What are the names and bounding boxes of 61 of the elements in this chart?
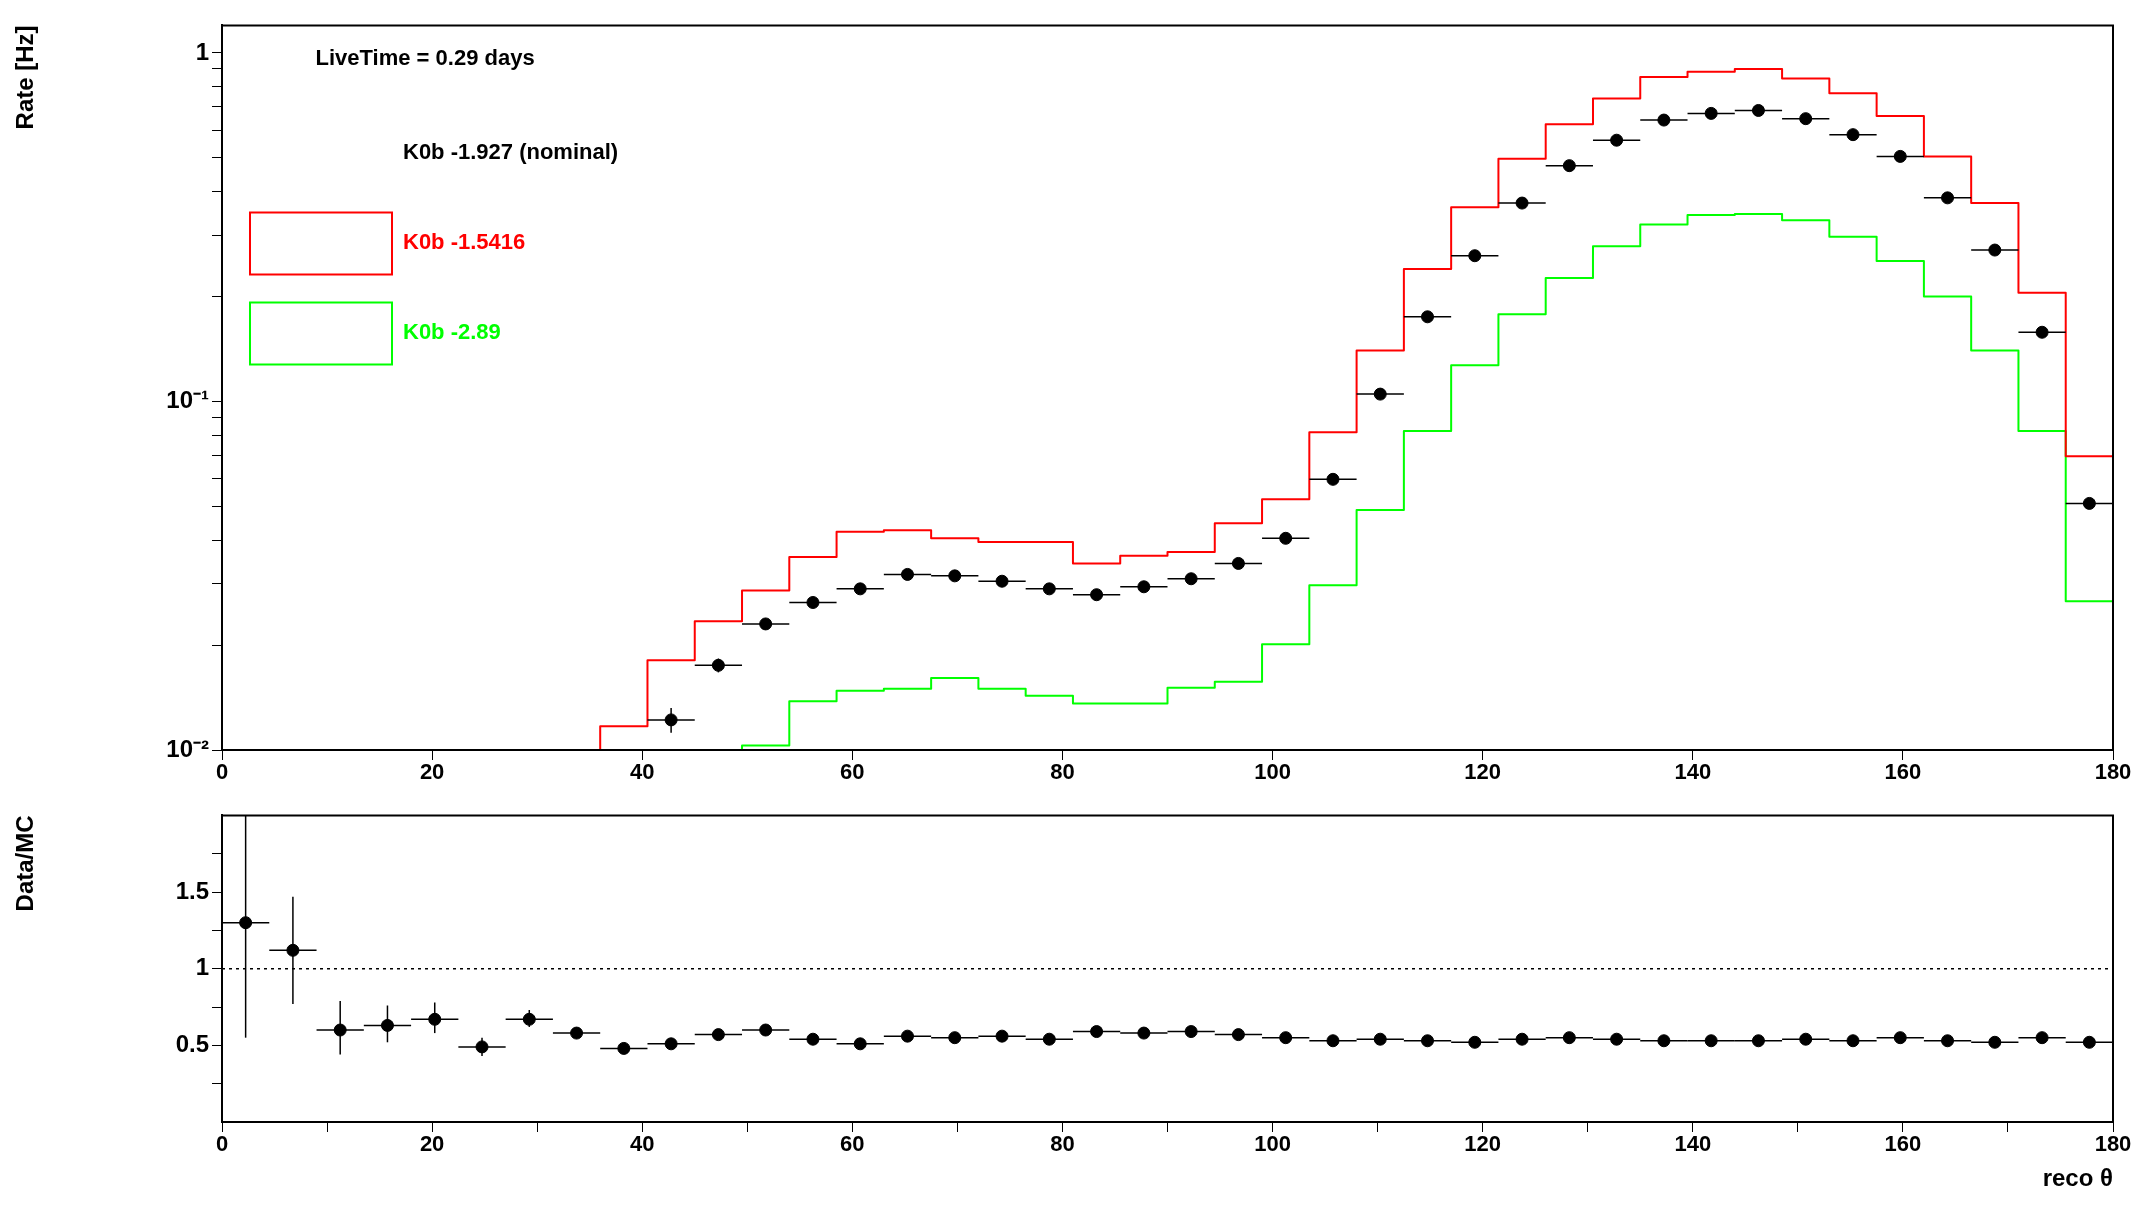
x-tick-label: 160 xyxy=(1884,1131,1922,1157)
text: K0b -1.5416 xyxy=(403,229,526,255)
x-tick-label: 160 xyxy=(1884,759,1922,785)
point xyxy=(1090,1025,1104,1039)
x-axis-title: reco θ xyxy=(2042,1164,2113,1192)
text: K0b -1.927 (nominal) xyxy=(403,139,619,165)
point xyxy=(1893,149,1907,163)
text: K0b -2.89 xyxy=(403,319,501,345)
x-tick-label: 60 xyxy=(840,1131,865,1157)
point xyxy=(1988,1035,2002,1049)
y-tick-label: 0.5 xyxy=(175,1029,209,1057)
point xyxy=(1231,556,1245,570)
x-tick-label: 140 xyxy=(1674,1131,1712,1157)
x-tick-label: 0 xyxy=(215,759,229,785)
point xyxy=(948,1031,962,1045)
point xyxy=(1231,1028,1245,1042)
point xyxy=(1279,1031,1293,1045)
x-tick-label: 120 xyxy=(1464,759,1502,785)
y-axis-title: Rate [Hz] xyxy=(11,25,39,130)
legend-title: LiveTime = 0.29 days xyxy=(315,45,535,71)
point xyxy=(1562,1031,1576,1045)
x-tick-label: 0 xyxy=(215,1131,229,1157)
point xyxy=(711,1028,725,1042)
point xyxy=(900,567,914,581)
y-tick-label: 1 xyxy=(195,953,209,981)
point xyxy=(2035,325,2049,339)
point xyxy=(2082,1035,2096,1049)
x-tick-label: 80 xyxy=(1050,1131,1075,1157)
x-tick-label: 60 xyxy=(840,759,865,785)
point xyxy=(1184,1025,1198,1039)
point xyxy=(1090,588,1104,602)
x-tick-label: 180 xyxy=(2094,759,2132,785)
x-tick-label: 180 xyxy=(2094,1131,2132,1157)
x-tick-label: 120 xyxy=(1464,1131,1502,1157)
x-tick-label: 40 xyxy=(629,1131,655,1157)
point xyxy=(1468,1035,1482,1049)
point xyxy=(2082,496,2096,510)
point xyxy=(1468,249,1482,263)
y-tick-label: 1.5 xyxy=(175,876,209,904)
x-tick-label: 100 xyxy=(1254,1131,1291,1157)
y-tick-label: 10⁻² xyxy=(166,734,210,762)
x-tick-label: 80 xyxy=(1050,759,1075,785)
point xyxy=(1846,128,1860,142)
y-axis-title: Data/MC xyxy=(11,815,39,912)
x-tick-label: 140 xyxy=(1674,759,1712,785)
point xyxy=(1562,159,1576,173)
x-tick-label: 40 xyxy=(629,759,655,785)
point xyxy=(806,596,820,609)
point xyxy=(1279,531,1293,545)
y-tick-label: 10⁻¹ xyxy=(166,386,210,414)
x-tick-label: 100 xyxy=(1254,759,1291,785)
point xyxy=(1326,472,1340,486)
y-tick-label: 1 xyxy=(195,37,209,65)
point xyxy=(617,1041,631,1055)
x-tick-label: 20 xyxy=(419,759,445,785)
x-tick-label: 20 xyxy=(419,1131,445,1157)
point xyxy=(1799,112,1813,126)
point xyxy=(1893,1031,1907,1045)
point xyxy=(1704,106,1718,120)
point xyxy=(1751,103,1765,117)
point xyxy=(2035,1031,2049,1045)
